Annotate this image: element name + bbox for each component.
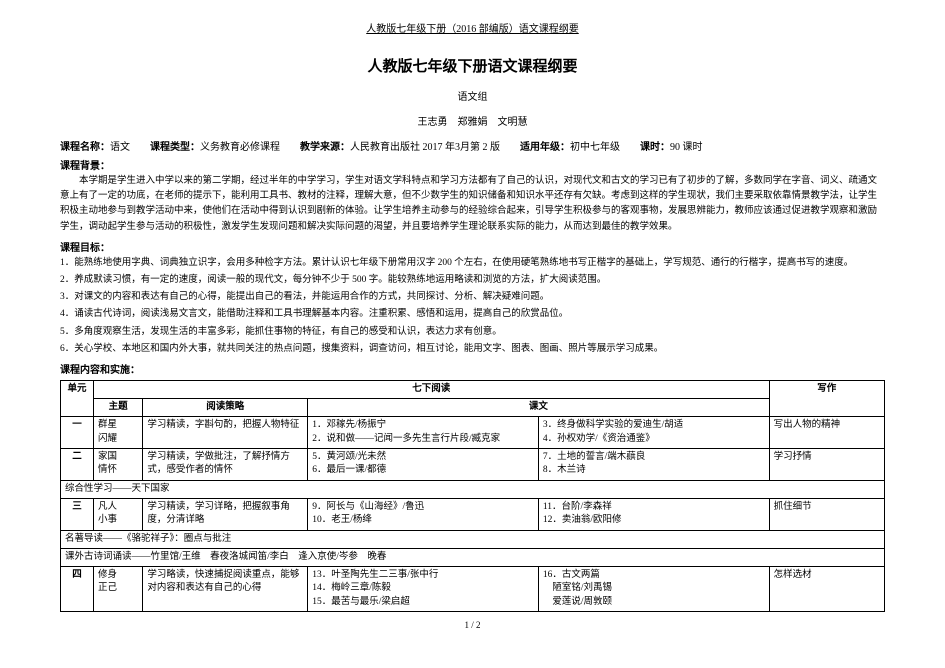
cell-strategy: 学习精读，学做批注，了解抒情方式，感受作者的情怀 [143,449,308,481]
cell-unit: 一 [61,417,94,449]
table-row: 三 凡人小事 学习精读，学习详略，把握叙事角度，分清详略 9．阿长与《山海经》/… [61,498,885,530]
cell-span: 综合性学习——天下国家 [61,480,885,498]
cell-writing: 写出人物的精神 [769,417,884,449]
objective-heading: 课程目标： [60,239,885,254]
cell-topic: 群星闪耀 [93,417,142,449]
cell-text2: 11．台阶/李森祥12．卖油翁/欧阳修 [538,498,769,530]
table-row: 主题 阅读策略 课文 [61,399,885,417]
authors: 王志勇 郑雅娟 文明慧 [60,113,885,128]
table-row: 综合性学习——天下国家 [61,480,885,498]
subtitle: 语文组 [60,88,885,103]
table-row: 四 修身正己 学习略读，快速捕捉阅读重点，能够对内容和表达有自己的心得 13．叶… [61,567,885,612]
cell-text2: 7．土地的誓言/端木蕻良8．木兰诗 [538,449,769,481]
cell-topic: 家国情怀 [93,449,142,481]
objective-item: 6．关心学校、本地区和国内外大事，就共同关注的热点问题，搜集资料，调查访问，相互… [60,342,885,357]
objective-item: 5．多角度观察生活，发现生活的丰富多彩，能抓住事物的特征，有自己的感受和认识，表… [60,325,885,340]
table-row: 名著导读——《骆驼祥子》：圈点与批注 [61,530,885,548]
main-title: 人教版七年级下册语文课程纲要 [60,55,885,76]
cell-text2: 3．终身做科学实验的爱迪生/胡适4．孙权劝学/《资治通鉴》 [538,417,769,449]
cell-text2: 16．古文两篇 陋室铭/刘禹锡 爱莲说/周敦颐 [538,567,769,612]
col-writing: 写作 [769,380,884,417]
cell-unit: 三 [61,498,94,530]
col-unit: 单元 [61,380,94,417]
objective-list: 1．能熟练地使用字典、词典独立识字，会用多种检字方法。累计认识七年级下册常用汉字… [60,256,885,357]
reading-header: 七下阅读 [93,380,769,398]
objective-item: 2．养成默读习惯，有一定的速度，阅读一般的现代文，每分钟不少于 500 字。能较… [60,273,885,288]
cell-unit: 二 [61,449,94,481]
meta-hours: 90 课时 [670,142,703,153]
cell-text1: 1．邓稼先/杨振宁2．说和做——记闻一多先生言行片段/臧克家 [308,417,539,449]
cell-text1: 5．黄河颂/光未然6．最后一课/都德 [308,449,539,481]
meta-course-label: 课程名称： [60,142,110,153]
meta-type-label: 课程类型： [150,142,200,153]
cell-strategy: 学习精读，字斟句酌，把握人物特征 [143,417,308,449]
cell-writing: 怎样选材 [769,567,884,612]
cell-topic: 修身正己 [93,567,142,612]
cell-text1: 9．阿长与《山海经》/鲁迅10．老王/杨绛 [308,498,539,530]
objective-item: 3．对课文的内容和表达有自己的心得，能提出自己的看法，并能运用合作的方式，共同探… [60,290,885,305]
cell-writing: 学习抒情 [769,449,884,481]
background-text: 本学期是学生进入中学以来的第二学期，经过半年的中学学习，学生对语文学科特点和学习… [60,174,885,235]
cell-writing: 抓住细节 [769,498,884,530]
meta-grade: 初中七年级 [570,142,620,153]
cell-strategy: 学习略读，快速捕捉阅读重点，能够对内容和表达有自己的心得 [143,567,308,612]
cell-topic: 凡人小事 [93,498,142,530]
table-row: 单元 七下阅读 写作 [61,380,885,398]
cell-span: 课外古诗词诵读——竹里馆/王维 春夜洛城闻笛/李白 逢入京使/岑参 晚春 [61,548,885,566]
table-row: 二 家国情怀 学习精读，学做批注，了解抒情方式，感受作者的情怀 5．黄河颂/光未… [61,449,885,481]
meta-hours-label: 课时： [640,142,670,153]
page-number: 1 / 2 [60,620,885,630]
curriculum-table: 单元 七下阅读 写作 主题 阅读策略 课文 一 群星闪耀 学习精读，字斟句酌，把… [60,380,885,612]
cell-unit: 四 [61,567,94,612]
table-row: 课外古诗词诵读——竹里馆/王维 春夜洛城闻笛/李白 逢入京使/岑参 晚春 [61,548,885,566]
table-row: 一 群星闪耀 学习精读，字斟句酌，把握人物特征 1．邓稼先/杨振宁2．说和做——… [61,417,885,449]
page-header: 人教版七年级下册（2016 部编版）语文课程纲要 [60,20,885,35]
objective-item: 1．能熟练地使用字典、词典独立识字，会用多种检字方法。累计认识七年级下册常用汉字… [60,256,885,271]
col-strategy: 阅读策略 [143,399,308,417]
background-heading: 课程背景： [60,157,885,172]
meta-grade-label: 适用年级： [520,142,570,153]
meta-source: 人民教育出版社 2017 年3月第 2 版 [350,142,500,153]
col-texts: 课文 [308,399,769,417]
objective-item: 4．诵读古代诗词，阅读浅易文言文，能借助注释和工具书理解基本内容。注重积累、感悟… [60,307,885,322]
content-heading: 课程内容和实施： [60,361,885,376]
col-topic: 主题 [93,399,142,417]
cell-strategy: 学习精读，学习详略，把握叙事角度，分清详略 [143,498,308,530]
cell-text1: 13．叶圣陶先生二三事/张中行14．梅岭三章/陈毅15．最苦与最乐/梁启超 [308,567,539,612]
meta-course: 语文 [110,142,130,153]
meta-source-label: 教学来源： [300,142,350,153]
meta-line: 课程名称：语文 课程类型：义务教育必修课程 教学来源：人民教育出版社 2017 … [60,138,885,153]
cell-span: 名著导读——《骆驼祥子》：圈点与批注 [61,530,885,548]
meta-type: 义务教育必修课程 [200,142,280,153]
